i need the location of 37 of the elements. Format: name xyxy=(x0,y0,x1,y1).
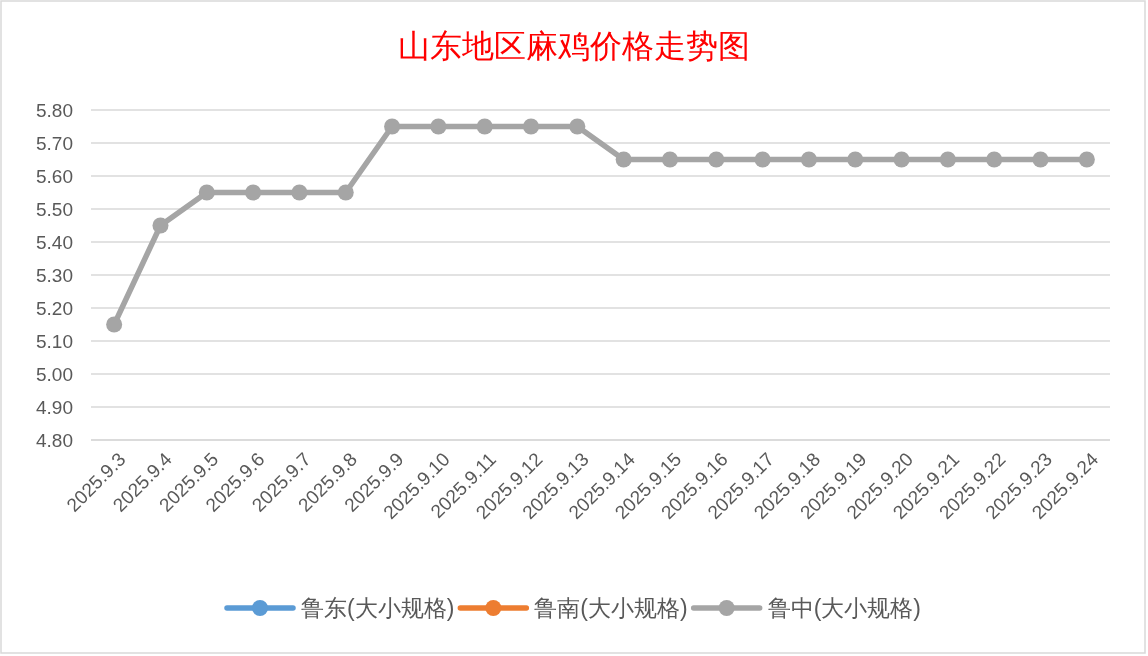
point xyxy=(337,184,354,201)
point xyxy=(615,151,632,168)
chart-title: 山东地区麻鸡价格走势图 xyxy=(398,28,750,64)
y-tick-label: 5.80 xyxy=(36,99,73,121)
point xyxy=(893,151,910,168)
point xyxy=(1032,151,1049,168)
point xyxy=(106,316,123,333)
point xyxy=(384,118,401,135)
y-tick-label: 5.00 xyxy=(36,363,73,385)
y-tick-label: 5.70 xyxy=(36,132,73,154)
point xyxy=(754,151,771,168)
y-tick-label: 5.40 xyxy=(36,231,73,253)
legend-label: 鲁中(大小规格) xyxy=(767,595,921,621)
point xyxy=(986,151,1003,168)
y-tick-label: 5.10 xyxy=(36,330,73,352)
y-tick-label: 5.60 xyxy=(36,165,73,187)
point xyxy=(245,184,262,201)
point xyxy=(198,184,215,201)
y-tick-label: 5.50 xyxy=(36,198,73,220)
point xyxy=(523,118,540,135)
point xyxy=(569,118,586,135)
point xyxy=(939,151,956,168)
point xyxy=(661,151,678,168)
point xyxy=(476,118,493,135)
point xyxy=(152,217,169,234)
y-tick-label: 4.90 xyxy=(36,396,73,418)
point xyxy=(800,151,817,168)
y-tick-label: 5.20 xyxy=(36,297,73,319)
point xyxy=(708,151,725,168)
legend-label: 鲁东(大小规格) xyxy=(301,595,455,621)
legend-label: 鲁南(大小规格) xyxy=(534,595,688,621)
point xyxy=(291,184,308,201)
point xyxy=(847,151,864,168)
point xyxy=(1078,151,1095,168)
point xyxy=(430,118,447,135)
y-tick-label: 4.80 xyxy=(36,429,73,451)
y-tick-label: 5.30 xyxy=(36,264,73,286)
